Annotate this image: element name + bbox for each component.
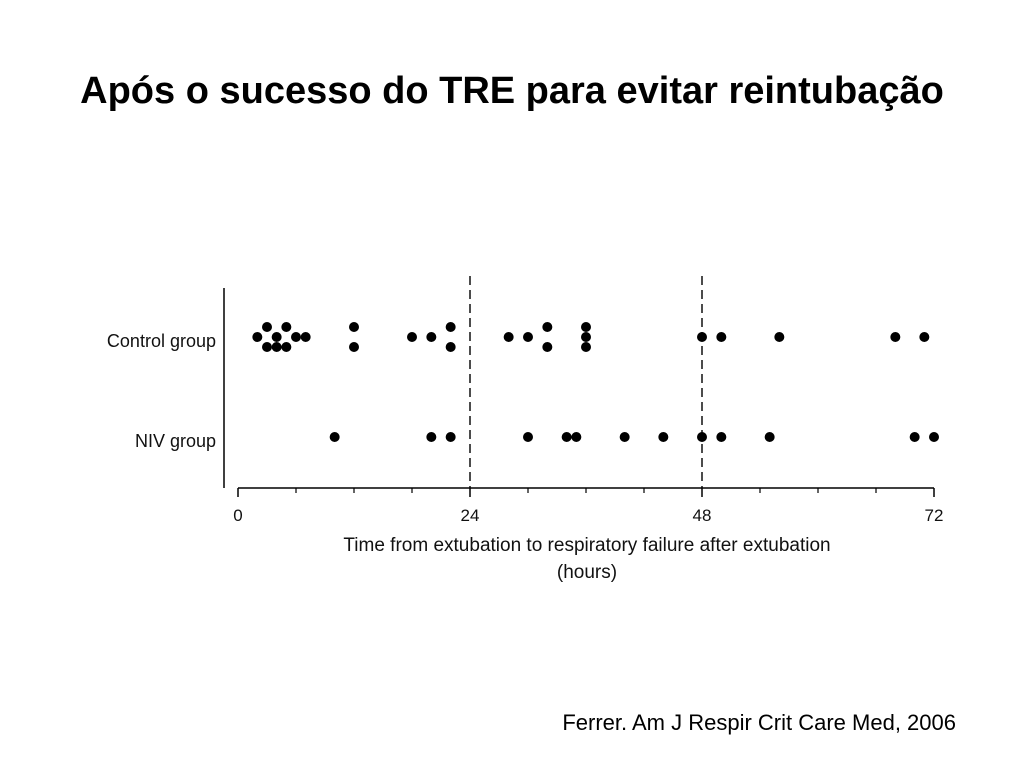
data-point [619,432,630,442]
category-label: Control group [107,331,216,351]
data-point [581,332,591,342]
data-point [919,332,930,342]
citation: Ferrer. Am J Respir Crit Care Med, 2006 [562,710,956,735]
x-minor-ticks [295,488,877,493]
data-point [262,342,272,352]
x-axis-label-line2: (hours) [557,562,617,583]
data-point [291,332,301,342]
category-label: NIV group [135,431,216,451]
x-tick-label: 0 [233,506,242,525]
x-major-ticks: 0 24 48 72 [233,488,943,525]
data-point [716,432,727,442]
data-point [426,332,437,342]
x-tick-label: 24 [461,506,480,525]
data-point [909,432,920,442]
data-point [407,332,417,342]
data-point [426,432,437,442]
data-point [281,322,292,332]
slide-title: Após o sucesso do TRE para evitar reintu… [80,70,944,112]
x-tick-label: 48 [693,506,712,525]
x-tick-label: 72 [925,506,944,525]
data-point [561,432,572,442]
data-points [252,322,939,442]
data-point [349,342,359,352]
data-point [774,332,785,342]
data-point [571,432,582,442]
data-point [697,432,707,442]
data-point [764,432,775,442]
data-point [581,322,591,332]
data-point [281,342,292,352]
data-point [349,322,359,332]
data-point [542,342,553,352]
data-point [503,332,514,342]
x-axis-label-line1: Time from extubation to respiratory fail… [343,535,830,556]
data-point [271,342,282,352]
data-point [252,332,263,342]
data-point [890,332,901,342]
data-point [697,332,707,342]
data-point [271,332,282,342]
data-point [445,322,456,332]
data-point [929,432,939,442]
data-point [445,432,456,442]
data-point [300,332,311,342]
reference-lines [469,276,703,488]
data-point [523,332,533,342]
data-point [542,322,553,332]
category-labels: Control group NIV group [107,331,216,451]
data-point [445,342,456,352]
data-point [329,432,340,442]
data-point [262,322,272,332]
data-point [581,342,591,352]
data-point [658,432,669,442]
data-point [716,332,727,342]
data-point [523,432,533,442]
